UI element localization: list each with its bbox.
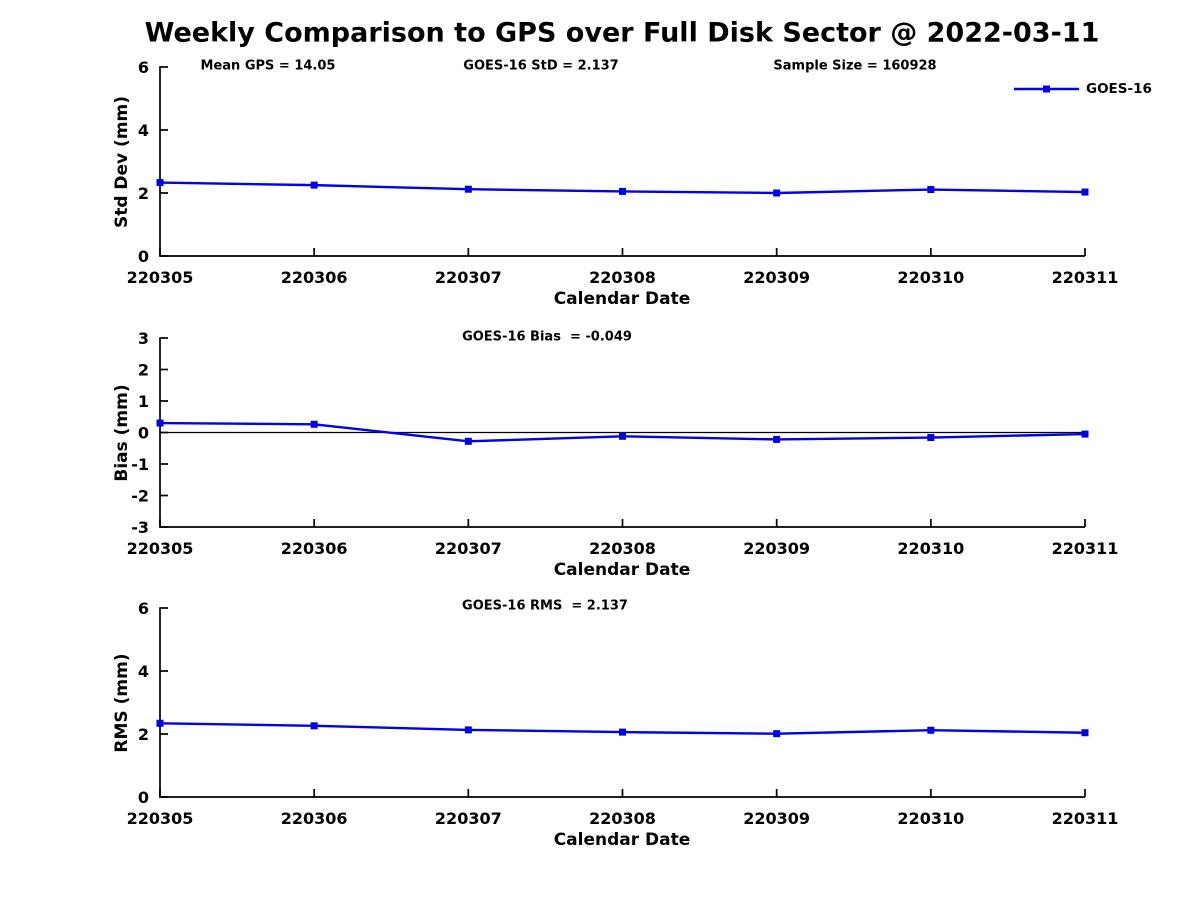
x-tick-label: 220310 [897, 809, 964, 828]
y-tick-label: 0 [138, 247, 149, 266]
x-tick-label: 220311 [1052, 539, 1119, 558]
data-point-marker [1081, 188, 1089, 196]
x-tick-label: 220311 [1052, 268, 1119, 287]
y-tick-label: -2 [131, 487, 149, 506]
data-point-marker [1081, 729, 1089, 737]
annotation-sample-size: Sample Size = 160928 [773, 58, 937, 74]
axis-spines [159, 607, 1085, 798]
data-point-marker [773, 189, 781, 197]
x-axis-label-calendar-date-3: Calendar Date [553, 830, 691, 850]
data-point-marker [773, 730, 781, 738]
annotation-goes16-bias: GOES-16 Bias = -0.049 [462, 329, 632, 345]
data-point-marker [927, 726, 935, 734]
data-point-marker [464, 726, 472, 734]
y-tick-label: 4 [138, 121, 149, 140]
x-axis-label-calendar-date-1: Calendar Date [553, 289, 691, 309]
x-tick-label: 220306 [281, 268, 348, 287]
x-tick-label: 220308 [589, 268, 656, 287]
x-tick-label: 220306 [281, 539, 348, 558]
axis-spines [159, 66, 1085, 257]
x-tick-label: 220309 [743, 539, 810, 558]
data-point-marker [310, 420, 318, 428]
x-tick-label: 220308 [589, 809, 656, 828]
data-point-marker [1081, 430, 1089, 438]
x-tick-label: 220305 [127, 539, 194, 558]
data-point-marker [927, 186, 935, 194]
data-point-marker [310, 722, 318, 730]
data-point-marker [156, 179, 164, 187]
annotation-mean-gps: Mean GPS = 14.05 [200, 58, 336, 74]
y-tick-label: -1 [131, 455, 149, 474]
y-tick-label: 4 [138, 662, 149, 681]
x-tick-label: 220305 [127, 809, 194, 828]
y-tick-label: 1 [138, 392, 149, 411]
x-tick-label: 220310 [897, 539, 964, 558]
legend-entry-goes16: GOES-16 [1086, 81, 1152, 97]
data-point-marker [927, 434, 935, 442]
annotation-goes16-std: GOES-16 StD = 2.137 [463, 58, 619, 74]
subplot-rms: 0 2 4 6 220305 220306 220307 220308 220309 220310… [127, 599, 1119, 828]
y-tick-label: 2 [138, 184, 149, 203]
annotation-goes16-rms: GOES-16 RMS = 2.137 [462, 598, 628, 614]
data-point-marker [773, 435, 781, 443]
data-point-marker [619, 187, 626, 195]
data-point-marker [619, 432, 626, 440]
x-tick-label: 220307 [435, 268, 502, 287]
y-axis-label-std-dev: Std Dev (mm) [112, 95, 132, 229]
y-tick-label: -3 [131, 518, 149, 537]
x-tick-label: 220307 [435, 539, 502, 558]
y-tick-label: 6 [138, 58, 149, 77]
x-axis-label-calendar-date-2: Calendar Date [553, 560, 691, 580]
data-point-marker [464, 185, 472, 193]
chart-title: Weekly Comparison to GPS over Full Disk … [144, 17, 1100, 49]
x-tick-label: 220310 [897, 268, 964, 287]
x-tick-label: 220311 [1052, 809, 1119, 828]
data-point-marker [464, 437, 472, 445]
data-point-marker [156, 719, 164, 727]
y-tick-label: 6 [138, 599, 149, 618]
y-axis-label-bias: Bias (mm) [112, 384, 132, 482]
subplot-std-dev: 0 2 4 6 220305 220306 220307 220308 220309 220310… [127, 58, 1119, 287]
x-tick-label: 220305 [127, 268, 194, 287]
y-tick-label: 2 [138, 725, 149, 744]
subplot-bias: -3 -2 -1 0 1 2 3 220305 220306 220307 220308 220309… [127, 329, 1119, 558]
legend-swatch [1014, 85, 1079, 93]
y-axis-label-rms: RMS (mm) [112, 653, 132, 753]
y-tick-label: 3 [138, 329, 149, 348]
y-tick-label: 0 [138, 788, 149, 807]
x-tick-label: 220309 [743, 809, 810, 828]
x-tick-label: 220309 [743, 268, 810, 287]
x-tick-label: 220308 [589, 539, 656, 558]
data-point-marker [619, 728, 626, 736]
y-tick-label: 0 [138, 424, 149, 443]
y-tick-label: 2 [138, 361, 149, 380]
x-tick-label: 220307 [435, 809, 502, 828]
x-tick-label: 220306 [281, 809, 348, 828]
data-point-marker [310, 181, 318, 189]
data-point-marker [156, 419, 164, 427]
